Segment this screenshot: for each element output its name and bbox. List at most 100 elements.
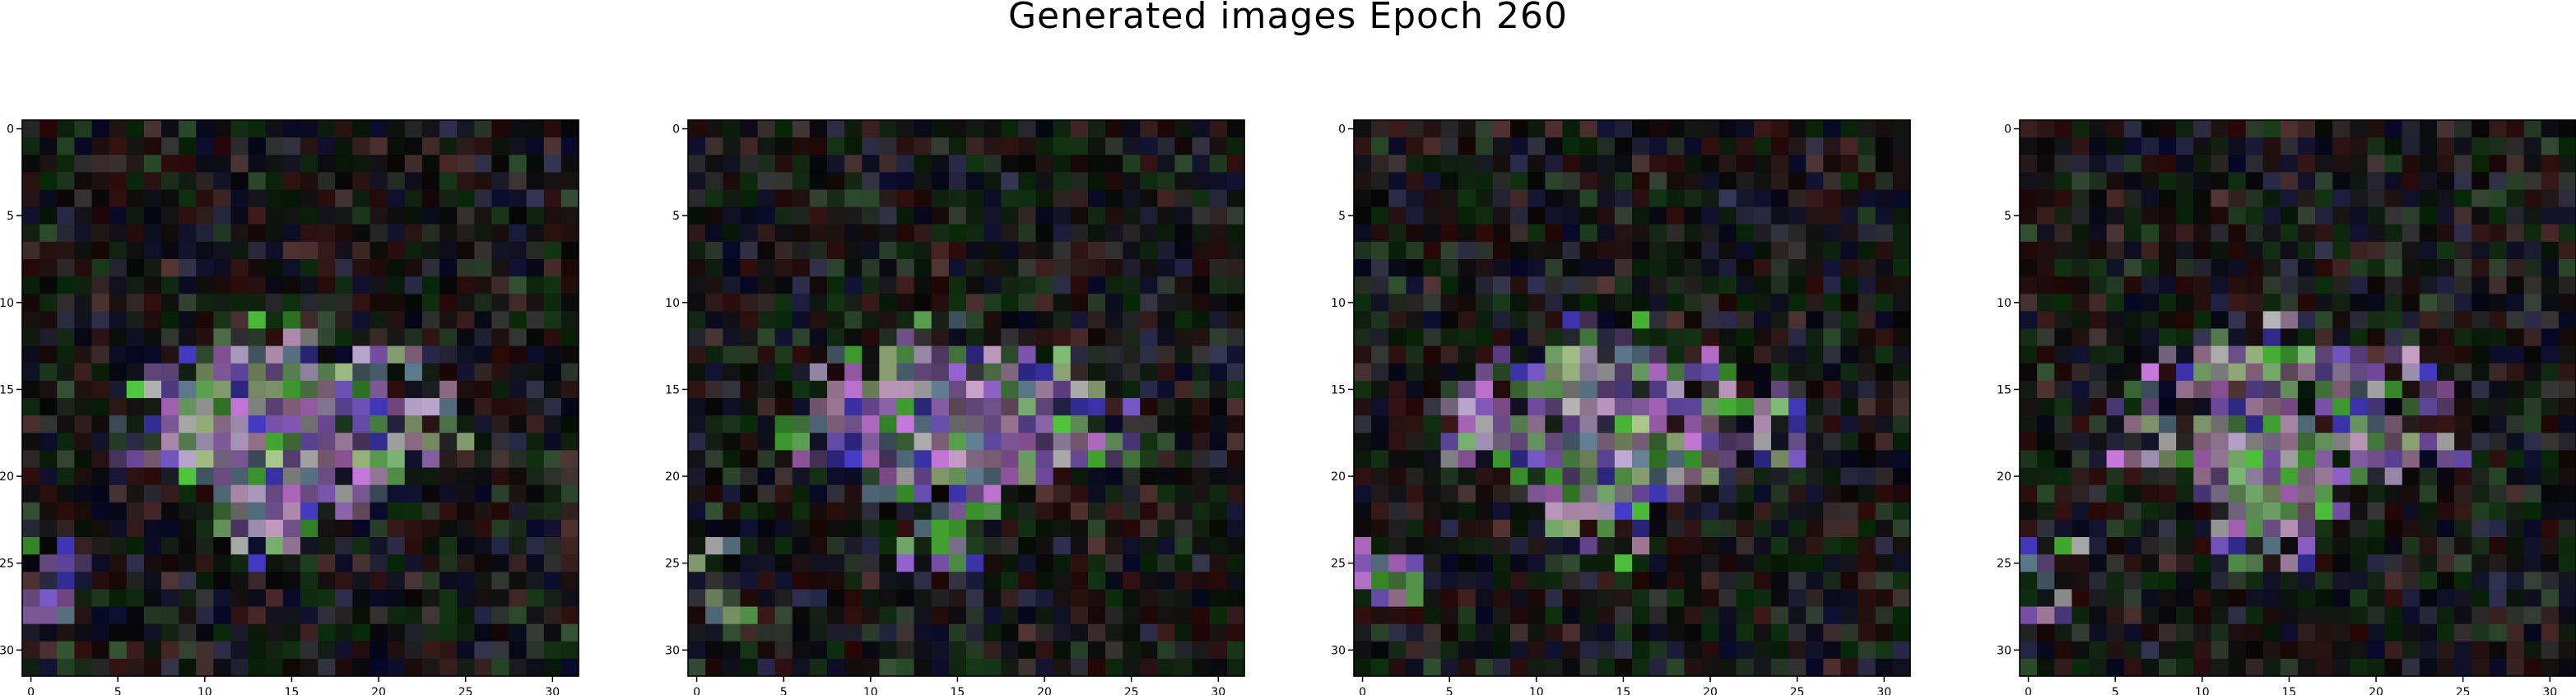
pixel [1614, 276, 1633, 294]
pixel [2054, 241, 2072, 260]
pixel [1087, 155, 1106, 173]
pixel [2106, 415, 2125, 433]
pixel [560, 120, 579, 138]
pixel [2350, 450, 2369, 469]
pixel [1123, 484, 1141, 503]
pixel [196, 606, 214, 625]
pixel [248, 641, 267, 660]
pixel [91, 294, 110, 312]
pixel [179, 606, 197, 625]
pixel [2141, 137, 2160, 155]
pixel [1701, 380, 1720, 399]
x-tick-label: 10 [2195, 686, 2210, 695]
pixel [335, 345, 353, 364]
pixel [827, 623, 845, 642]
pixel [1840, 172, 1859, 191]
pixel [1388, 276, 1407, 294]
pixel [265, 328, 284, 347]
pixel [491, 433, 510, 451]
pixel [1493, 120, 1511, 138]
pixel [1597, 259, 1616, 277]
pixel [2228, 259, 2247, 277]
pixel [1892, 363, 1911, 382]
pixel [844, 415, 863, 433]
pixel [1371, 172, 1389, 191]
pixel [265, 572, 284, 590]
pixel [948, 606, 967, 625]
pixel [2245, 155, 2264, 173]
pixel [1018, 450, 1037, 469]
pixel [1035, 467, 1054, 486]
pixel [370, 623, 388, 642]
pixel [2419, 433, 2438, 451]
pixel [2054, 311, 2072, 330]
pixel [1597, 537, 1616, 555]
pixel [2523, 623, 2542, 642]
pixel [1140, 259, 1158, 277]
pixel [1371, 328, 1389, 347]
pixel [526, 554, 545, 572]
pixel [57, 415, 75, 433]
pixel [705, 519, 723, 538]
pixel [1354, 345, 1372, 364]
pixel [705, 224, 723, 243]
pixel [1406, 345, 1425, 364]
pixel [1406, 224, 1425, 243]
pixel [560, 467, 579, 486]
pixel [1209, 206, 1228, 225]
pixel [2123, 415, 2142, 433]
pixel [22, 311, 40, 330]
pixel [1371, 572, 1389, 590]
pixel [879, 363, 898, 382]
pixel [2106, 189, 2125, 208]
pixel [792, 328, 811, 347]
pixel [966, 294, 984, 312]
pixel [983, 450, 1002, 469]
pixel [1140, 554, 1158, 572]
pixel [57, 380, 75, 399]
pixel [318, 467, 336, 486]
pixel [457, 519, 475, 538]
pixel [705, 554, 723, 572]
pixel [1001, 572, 1019, 590]
pixel [1771, 259, 1789, 277]
pixel [179, 294, 197, 312]
pixel [57, 641, 75, 660]
pixel [1123, 658, 1141, 677]
pixel [1371, 224, 1389, 243]
pixel [265, 606, 284, 625]
pixel [740, 623, 759, 642]
pixel [2211, 537, 2230, 555]
pixel [213, 450, 232, 469]
pixel [862, 606, 880, 625]
pixel [457, 311, 475, 330]
pixel [2262, 363, 2281, 382]
pixel [1140, 484, 1158, 503]
pixel [1458, 433, 1476, 451]
pixel [265, 623, 284, 642]
pixel [1105, 328, 1123, 347]
pixel [439, 380, 458, 399]
pixel [1684, 450, 1703, 469]
pixel [387, 241, 406, 260]
pixel [792, 206, 811, 225]
pixel [2211, 345, 2230, 364]
pixel [1840, 241, 1859, 260]
pixel [2211, 311, 2230, 330]
pixel [1035, 554, 1054, 572]
pixel [1192, 519, 1211, 538]
pixel [2176, 641, 2194, 660]
pixel [1875, 519, 1894, 538]
pixel [879, 589, 898, 608]
pixel [2037, 155, 2055, 173]
pixel [161, 241, 179, 260]
pixel [2315, 241, 2333, 260]
pixel [1718, 137, 1737, 155]
pixel [1105, 172, 1123, 191]
pixel [1371, 345, 1389, 364]
pixel [1209, 380, 1228, 399]
pixel [740, 120, 759, 138]
pixel [1806, 172, 1824, 191]
pixel [1875, 224, 1894, 243]
pixel [2332, 623, 2350, 642]
